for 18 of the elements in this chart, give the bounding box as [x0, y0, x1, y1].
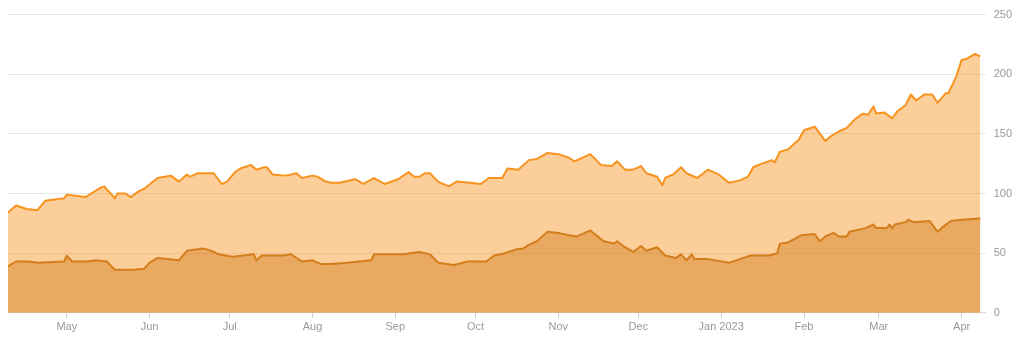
x-tick-label: May [56, 320, 78, 333]
x-tick-label: Mar [869, 320, 889, 333]
x-tick-label: Nov [548, 320, 569, 333]
x-tick-label: Apr [953, 320, 971, 333]
x-tick-label: Oct [466, 320, 485, 333]
y-tick-label: 200 [993, 67, 1013, 80]
x-tick-label: Aug [302, 320, 323, 333]
y-tick-label: 100 [993, 186, 1013, 199]
y-tick-label: 50 [993, 246, 1006, 259]
x-tick-label: Jul [222, 320, 237, 333]
x-tick-label: Sep [385, 320, 406, 333]
x-tick-label: Feb [794, 320, 814, 333]
y-tick-label: 0 [993, 305, 1000, 318]
x-tick-label: Jan 2023 [698, 320, 744, 333]
y-tick-label: 250 [993, 7, 1013, 20]
x-tick-label: Dec [628, 320, 649, 333]
y-tick-label: 150 [993, 126, 1013, 139]
x-tick-label: Jun [140, 320, 159, 333]
